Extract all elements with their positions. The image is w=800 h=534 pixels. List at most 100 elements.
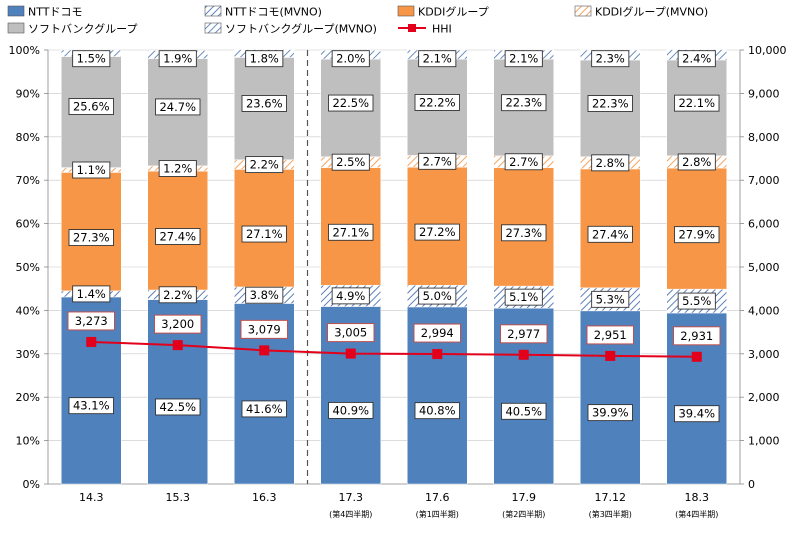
x-sub-label: (第2四半期): [502, 509, 545, 519]
label-ntt-mvno-box: [418, 287, 457, 305]
hhi-value-label: 3,273: [67, 311, 115, 331]
label-ntt: 40.8%: [414, 402, 460, 420]
label-ntt-mvno-text: 5.1%: [509, 290, 538, 304]
label-kddi-mvno-box: [677, 153, 716, 171]
label-softbank-text: 22.3%: [592, 97, 629, 111]
legend-swatch: [397, 5, 415, 17]
hhi-value-text: 2,931: [680, 329, 713, 343]
label-kddi-mvno: 2.8%: [591, 154, 630, 172]
label-kddi-mvno-box: [72, 161, 111, 179]
left-tick-label: 90%: [16, 87, 40, 100]
label-ntt-mvno-box: [591, 290, 630, 308]
label-kddi-box: [414, 223, 460, 241]
label-softbank-mvno-text: 1.8%: [250, 52, 279, 66]
right-tick-label: 5,000: [748, 261, 780, 274]
label-softbank-mvno-text: 2.1%: [509, 52, 538, 66]
label-kddi-mvno: 2.5%: [331, 153, 370, 171]
label-ntt: 41.6%: [241, 400, 287, 418]
x-tick-label: 14.3: [79, 491, 104, 504]
label-ntt-text: 39.4%: [678, 407, 715, 421]
label-kddi-mvno: 2.7%: [504, 153, 543, 171]
label-softbank-text: 22.3%: [505, 96, 542, 110]
label-softbank-text: 25.6%: [73, 100, 110, 114]
legend-item-kddi: KDDIグループ: [397, 5, 489, 19]
left-tick-label: 80%: [16, 131, 40, 144]
x-sub-label: (第1四半期): [416, 509, 459, 519]
label-kddi-mvno-box: [245, 156, 284, 174]
label-kddi-mvno-text: 2.8%: [596, 156, 625, 170]
right-tick-label: 8,000: [748, 131, 780, 144]
label-ntt-box: [501, 402, 547, 420]
hhi-point: [432, 349, 443, 360]
label-kddi-mvno: 1.2%: [158, 160, 197, 177]
label-ntt-box: [328, 401, 374, 419]
hhi-value-text: 3,005: [334, 326, 367, 340]
label-kddi-box: [241, 225, 287, 243]
label-softbank-text: 24.7%: [159, 100, 196, 114]
label-softbank-text: 22.2%: [419, 95, 456, 109]
hhi-point: [86, 336, 97, 347]
label-ntt-text: 41.6%: [246, 402, 283, 416]
hhi-value-box: [673, 326, 721, 346]
label-kddi-mvno: 1.1%: [72, 161, 111, 179]
label-ntt-text: 42.5%: [159, 400, 196, 414]
label-kddi-text: 27.1%: [332, 225, 369, 239]
hhi-value-label: 2,994: [413, 323, 461, 343]
label-softbank-mvno: 2.1%: [418, 50, 457, 68]
hhi-value-text: 3,273: [75, 314, 108, 328]
x-sub-label: (第3四半期): [589, 509, 632, 519]
label-ntt: 42.5%: [155, 398, 201, 416]
label-softbank-box: [414, 94, 460, 111]
left-tick-label: 10%: [16, 435, 40, 448]
label-kddi-mvno-text: 2.5%: [336, 155, 365, 169]
hhi-value-text: 3,200: [161, 317, 194, 331]
hhi-value-text: 2,994: [421, 326, 454, 340]
label-ntt: 43.1%: [68, 397, 114, 415]
label-ntt-mvno-box: [677, 292, 716, 310]
legend-swatch: [574, 5, 592, 17]
hhi-series: [86, 336, 702, 362]
label-kddi-mvno-text: 2.8%: [682, 155, 711, 169]
hhi-point: [691, 351, 702, 362]
x-tick-label: 18.3: [685, 491, 710, 504]
label-kddi-mvno-text: 2.7%: [423, 154, 452, 168]
left-tick-label: 30%: [16, 348, 40, 361]
hhi-value-box: [586, 325, 634, 345]
label-softbank-mvno-text: 1.5%: [77, 52, 106, 66]
x-tick-label: 15.3: [166, 491, 191, 504]
label-softbank-mvno: 2.1%: [504, 50, 543, 68]
label-ntt-mvno: 5.0%: [418, 287, 457, 305]
hhi-value-label: 3,079: [240, 319, 288, 339]
legend-label: ソフトバンクグループ: [28, 22, 137, 36]
label-ntt-mvno-text: 2.2%: [163, 288, 192, 302]
legend-label: NTTドコモ: [28, 6, 82, 19]
label-softbank-mvno-box: [504, 50, 543, 68]
label-kddi-text: 27.4%: [592, 227, 629, 241]
hhi-value-box: [500, 324, 548, 344]
hhi-value-box: [67, 311, 115, 331]
hhi-value-text: 3,079: [248, 322, 281, 336]
left-tick-label: 40%: [16, 304, 40, 317]
right-tick-label: 10,000: [748, 44, 787, 57]
x-sub-label: (第4四半期): [329, 509, 372, 519]
label-softbank-text: 22.5%: [332, 96, 369, 110]
label-softbank-mvno-box: [72, 50, 111, 68]
legend-item-kddi-mvno: KDDIグループ(MVNO): [574, 5, 708, 19]
x-tick-label: 17.6: [425, 491, 450, 504]
legend-item-ntt: NTTドコモ: [7, 6, 82, 19]
label-kddi-box: [674, 226, 720, 244]
label-kddi-text: 27.3%: [505, 226, 542, 240]
legend-item-hhi: HHI: [398, 23, 452, 36]
x-tick-label: 17.3: [339, 491, 364, 504]
label-ntt-text: 43.1%: [73, 399, 110, 413]
left-tick-label: 60%: [16, 218, 40, 231]
label-ntt-mvno-box: [245, 286, 284, 304]
label-kddi: 27.4%: [155, 228, 201, 245]
label-ntt-text: 40.9%: [332, 403, 369, 417]
label-softbank-mvno: 2.3%: [591, 50, 630, 68]
label-softbank: 22.2%: [414, 94, 460, 111]
label-ntt-box: [414, 402, 460, 420]
right-tick-label: 0: [748, 478, 755, 491]
label-kddi: 27.1%: [328, 223, 374, 241]
